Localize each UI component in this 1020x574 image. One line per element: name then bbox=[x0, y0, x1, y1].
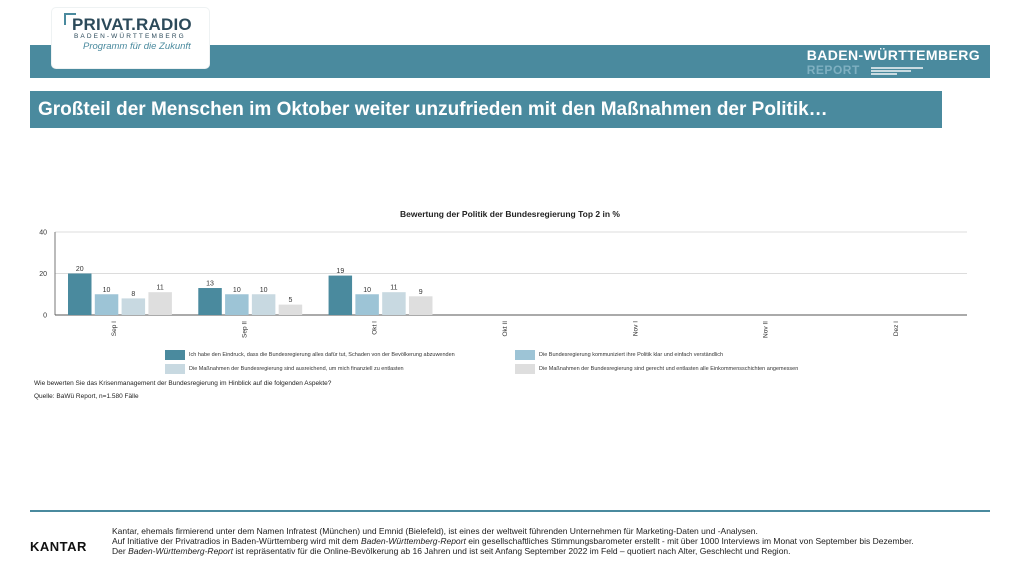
data-label: 5 bbox=[288, 297, 292, 304]
data-label: 9 bbox=[419, 289, 423, 296]
source-note: Quelle: BaWü Report, n=1.580 Fälle bbox=[34, 393, 139, 400]
x-tick-label: Nov I bbox=[632, 321, 639, 336]
footer-text: Kantar, ehemals firmierend unter dem Nam… bbox=[112, 526, 972, 556]
legend-item: Die Maßnahmen der Bundesregierung sind g… bbox=[515, 363, 798, 374]
footer-line-3: Der Baden-Württemberg-Report ist repräse… bbox=[112, 546, 791, 556]
legend-label: Die Maßnahmen der Bundesregierung sind g… bbox=[539, 365, 799, 372]
legend-item: Ich habe den Eindruck, dass die Bundesre… bbox=[165, 349, 455, 360]
data-label: 13 bbox=[206, 281, 214, 288]
bar bbox=[148, 292, 172, 315]
legend-swatch bbox=[515, 363, 535, 374]
x-tick-label: Okt II bbox=[502, 321, 509, 337]
bar bbox=[94, 294, 119, 315]
chart-legend: Ich habe den Eindruck, dass die Bundesre… bbox=[165, 349, 865, 377]
legend-item: Die Bundesregierung kommuniziert ihre Po… bbox=[515, 349, 723, 360]
x-tick-label: Nov II bbox=[763, 321, 770, 338]
legend-swatch bbox=[165, 363, 185, 374]
bar bbox=[68, 273, 92, 315]
report-brand-subtitle: REPORT bbox=[806, 63, 860, 77]
x-tick-label: Sep I bbox=[111, 321, 118, 336]
data-label: 10 bbox=[363, 287, 371, 294]
y-tick-label: 0 bbox=[43, 313, 47, 320]
chart-title: Bewertung der Politik der Bundesregierun… bbox=[400, 209, 620, 219]
bar bbox=[408, 296, 433, 315]
x-tick-label: Sep II bbox=[241, 321, 248, 338]
legend-label: Die Bundesregierung kommuniziert ihre Po… bbox=[539, 351, 724, 358]
y-tick-label: 40 bbox=[39, 230, 47, 237]
legend-label: Ich habe den Eindruck, dass die Bundesre… bbox=[189, 351, 455, 358]
data-label: 8 bbox=[131, 291, 135, 298]
logo-subtitle: BADEN-WÜRTTEMBERG bbox=[74, 33, 186, 40]
data-label: 10 bbox=[103, 287, 111, 294]
bar bbox=[328, 275, 353, 315]
logo-title: PRIVAT.RADIO bbox=[72, 15, 192, 34]
legend-swatch bbox=[165, 349, 185, 360]
data-label: 20 bbox=[76, 266, 84, 273]
survey-question: Wie bewerten Sie das Krisenmanagement de… bbox=[34, 380, 332, 387]
footer-divider bbox=[30, 510, 990, 512]
report-bars-icon bbox=[870, 67, 923, 75]
x-tick-label: Dez I bbox=[893, 321, 900, 336]
bar bbox=[382, 292, 406, 315]
footer-line-2: Auf Initiative der Privatradios in Baden… bbox=[112, 536, 914, 546]
legend-swatch bbox=[515, 349, 535, 360]
logo-bracket-icon bbox=[64, 13, 76, 25]
data-label: 10 bbox=[260, 287, 268, 294]
data-label: 11 bbox=[390, 285, 397, 292]
bar bbox=[251, 294, 276, 315]
bar bbox=[121, 298, 146, 315]
bar bbox=[198, 288, 222, 315]
bar bbox=[225, 294, 249, 315]
legend-item: Die Maßnahmen der Bundesregierung sind a… bbox=[165, 363, 404, 374]
data-label: 10 bbox=[233, 287, 241, 294]
logo-tagline: Programm für die Zukunft bbox=[83, 41, 191, 52]
bar bbox=[278, 304, 303, 315]
page-title: Großteil der Menschen im Oktober weiter … bbox=[30, 91, 942, 128]
footer-line-1: Kantar, ehemals firmierend unter dem Nam… bbox=[112, 526, 758, 536]
report-brand-title: BADEN-WÜRTTEMBERG bbox=[806, 47, 980, 63]
bar-chart: 0 20 40 20 10 8 11 Sep I 13 10 10 5 Sep II 19 10 11 9 Okt… bbox=[39, 230, 967, 338]
privat-radio-logo: PRIVAT.RADIO BADEN-WÜRTTEMBERG Programm … bbox=[52, 8, 209, 68]
x-tick-label: Okt I bbox=[372, 321, 379, 335]
report-brand: BADEN-WÜRTTEMBERG REPORT bbox=[806, 47, 980, 77]
y-tick-label: 20 bbox=[39, 271, 47, 278]
legend-label: Die Maßnahmen der Bundesregierung sind a… bbox=[189, 365, 404, 372]
data-label: 19 bbox=[336, 268, 344, 275]
data-label: 11 bbox=[157, 285, 164, 292]
bar bbox=[355, 294, 379, 315]
kantar-logo: KANTAR bbox=[30, 539, 87, 554]
